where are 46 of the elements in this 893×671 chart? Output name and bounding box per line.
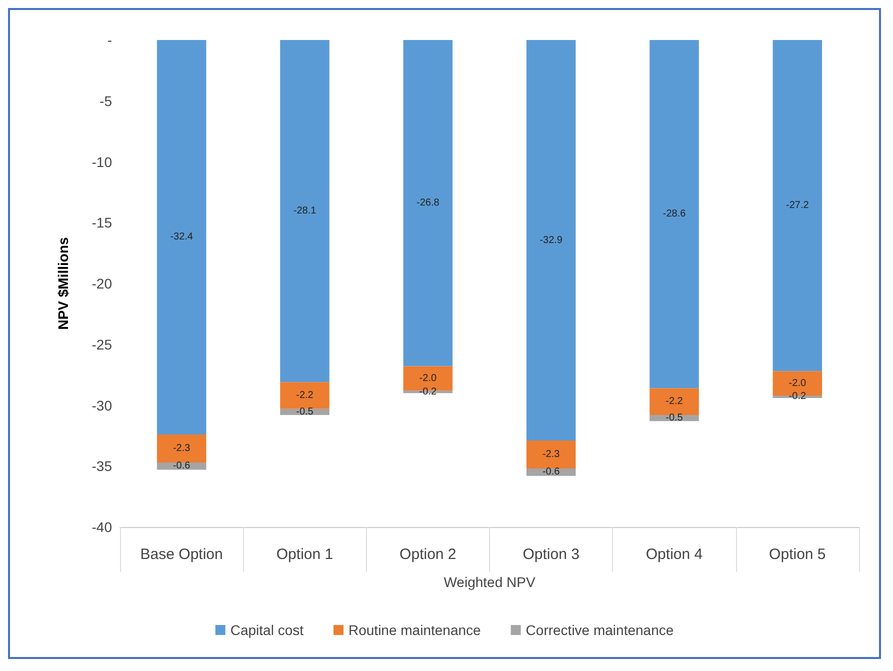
bar [526, 440, 576, 469]
y-tick-label: - [107, 32, 112, 48]
y-tick-label: -25 [92, 336, 112, 352]
y-tick-label: -30 [92, 397, 112, 414]
y-tick-label: -20 [92, 276, 112, 292]
y-tick-label: -35 [92, 458, 112, 474]
data-label: -2.2 [666, 396, 684, 408]
data-label: -32.4 [170, 232, 194, 243]
bar [526, 40, 576, 441]
x-axis-title: Weighted NPV [444, 574, 536, 590]
data-label: -0.6 [172, 460, 191, 472]
bar [403, 40, 453, 366]
bar [280, 382, 330, 409]
x-tick-label: Option 4 [646, 546, 703, 563]
x-tick-label: Base Option [140, 546, 223, 563]
data-label: -2.2 [296, 390, 314, 402]
bar [650, 388, 699, 415]
bar [772, 40, 822, 372]
bar [280, 40, 330, 382]
legend-label: Capital cost [230, 622, 304, 638]
y-tick-label: -5 [100, 92, 112, 109]
data-label: -2.3 [542, 449, 560, 460]
y-tick-label: -10 [92, 154, 112, 170]
data-label: -28.1 [293, 206, 317, 217]
bar [156, 434, 206, 462]
x-tick-label: Option 2 [400, 546, 456, 563]
data-label: -0.5 [296, 406, 314, 418]
data-label: -2.0 [419, 372, 437, 384]
legend-label: Corrective maintenance [526, 622, 674, 638]
data-label: -2.0 [788, 378, 806, 389]
data-label: -26.8 [416, 198, 440, 209]
x-tick-label: Option 5 [769, 546, 826, 563]
data-label: -27.2 [786, 200, 810, 212]
y-tick-label: -15 [92, 214, 112, 231]
legend-label: Routine maintenance [348, 622, 482, 638]
data-label: -32.9 [540, 234, 563, 246]
data-label: -2.3 [172, 442, 191, 454]
x-tick-label: Option 3 [522, 546, 580, 563]
y-tick-label: -40 [92, 519, 112, 535]
data-label: -0.6 [542, 466, 560, 478]
bar [156, 40, 206, 434]
data-label: -28.6 [662, 208, 686, 220]
data-label: -0.5 [666, 412, 684, 424]
y-axis-title: NPV $Millions [55, 237, 71, 330]
bar [650, 40, 699, 388]
x-tick-label: Option 1 [276, 546, 334, 563]
